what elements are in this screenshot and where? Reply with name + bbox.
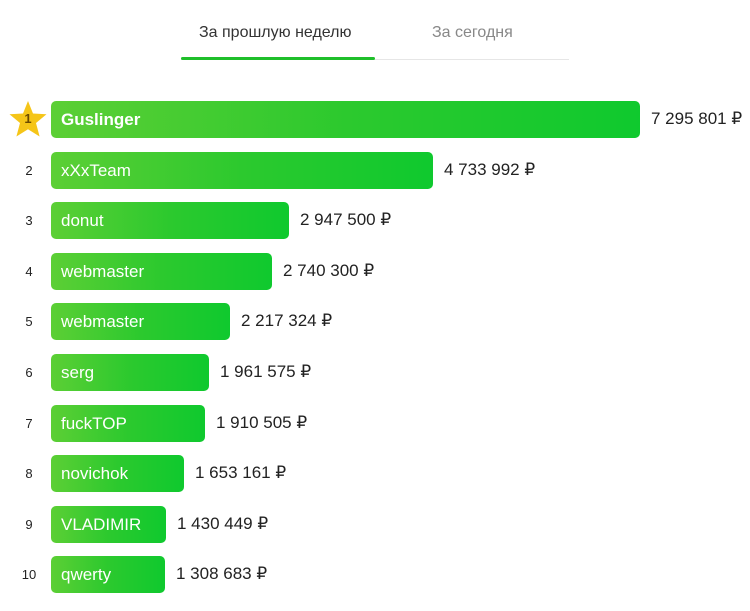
leaderboard-row: 7 fuckTOP 1 910 505 ₽ — [0, 404, 750, 444]
score-bar[interactable]: xXxTeam — [51, 152, 433, 189]
leaderboard-row: 8 novichok 1 653 161 ₽ — [0, 454, 750, 494]
rank-number: 7 — [25, 416, 33, 431]
score-bar[interactable]: serg — [51, 354, 209, 391]
player-name: novichok — [61, 464, 129, 483]
score-bar[interactable]: webmaster — [51, 303, 230, 340]
leaderboard-row: 4 webmaster 2 740 300 ₽ — [0, 252, 750, 292]
score-bar[interactable]: webmaster — [51, 253, 272, 290]
active-tab-indicator — [181, 57, 375, 60]
leaderboard-row: 10 qwerty 1 308 683 ₽ — [0, 555, 750, 595]
leaderboard-row: 6 serg 1 961 575 ₽ — [0, 353, 750, 393]
amount-label: 2 217 324 ₽ — [241, 311, 333, 330]
rank-number: 2 — [25, 163, 33, 178]
period-tabs: За прошлую неделю За сегодня — [181, 0, 569, 60]
score-bar[interactable]: fuckTOP — [51, 405, 205, 442]
player-name: webmaster — [61, 312, 145, 331]
leaderboard-row: 9 VLADIMIR 1 430 449 ₽ — [0, 505, 750, 545]
amount-label: 4 733 992 ₽ — [444, 160, 536, 179]
amount-label: 1 653 161 ₽ — [195, 463, 287, 482]
score-bar[interactable]: donut — [51, 202, 289, 239]
amount-label: 7 295 801 ₽ — [651, 109, 743, 128]
score-bar[interactable]: Guslinger — [51, 101, 640, 138]
amount-label: 1 308 683 ₽ — [176, 564, 268, 583]
tab-last-week[interactable]: За прошлую неделю — [199, 24, 352, 41]
tab-today[interactable]: За сегодня — [432, 24, 513, 41]
rank-number: 10 — [21, 567, 37, 582]
leaderboard-row: 3 donut 2 947 500 ₽ — [0, 201, 750, 241]
amount-label: 1 910 505 ₽ — [216, 413, 308, 432]
player-name: webmaster — [61, 262, 145, 281]
leaderboard-row: 1 Guslinger 7 295 801 ₽ — [0, 100, 750, 140]
rank-number: 3 — [25, 213, 33, 228]
player-name: donut — [61, 211, 104, 230]
score-bar[interactable]: qwerty — [51, 556, 165, 593]
score-bar[interactable]: novichok — [51, 455, 184, 492]
rank-number: 8 — [25, 466, 33, 481]
amount-label: 2 740 300 ₽ — [283, 261, 375, 280]
amount-label: 1 961 575 ₽ — [220, 362, 312, 381]
player-name: qwerty — [61, 565, 112, 584]
rank-number: 1 — [24, 111, 32, 126]
player-name: VLADIMIR — [61, 515, 142, 534]
player-name: xXxTeam — [61, 161, 131, 180]
leaderboard-row: 5 webmaster 2 217 324 ₽ — [0, 302, 750, 342]
rank-number: 6 — [25, 365, 33, 380]
player-name: fuckTOP — [61, 414, 127, 433]
star-icon: 1 — [8, 99, 48, 139]
amount-label: 1 430 449 ₽ — [177, 514, 269, 533]
player-name: Guslinger — [61, 110, 141, 129]
rank-number: 4 — [25, 264, 33, 279]
score-bar[interactable]: VLADIMIR — [51, 506, 166, 543]
amount-label: 2 947 500 ₽ — [300, 210, 392, 229]
leaderboard-row: 2 xXxTeam 4 733 992 ₽ — [0, 151, 750, 191]
player-name: serg — [61, 363, 95, 382]
rank-number: 9 — [25, 517, 33, 532]
rank-number: 5 — [25, 314, 33, 329]
